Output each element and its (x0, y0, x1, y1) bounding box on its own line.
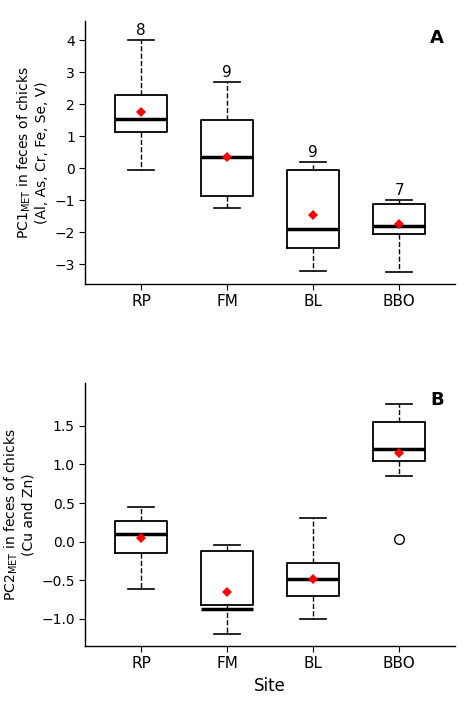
Text: 7: 7 (394, 183, 404, 198)
Text: 9: 9 (222, 65, 232, 79)
X-axis label: Site: Site (254, 677, 286, 695)
Text: B: B (430, 391, 444, 409)
Y-axis label: PC1$_{\mathregular{MET}}$ in feces of chicks
(Al, As, Cr, Fe, Se, V): PC1$_{\mathregular{MET}}$ in feces of ch… (15, 66, 49, 239)
Text: 8: 8 (137, 23, 146, 38)
Y-axis label: PC2$_{\mathregular{MET}}$ in feces of chicks
(Cu and Zn): PC2$_{\mathregular{MET}}$ in feces of ch… (2, 428, 36, 601)
Text: 9: 9 (308, 145, 318, 159)
Text: A: A (430, 29, 444, 47)
